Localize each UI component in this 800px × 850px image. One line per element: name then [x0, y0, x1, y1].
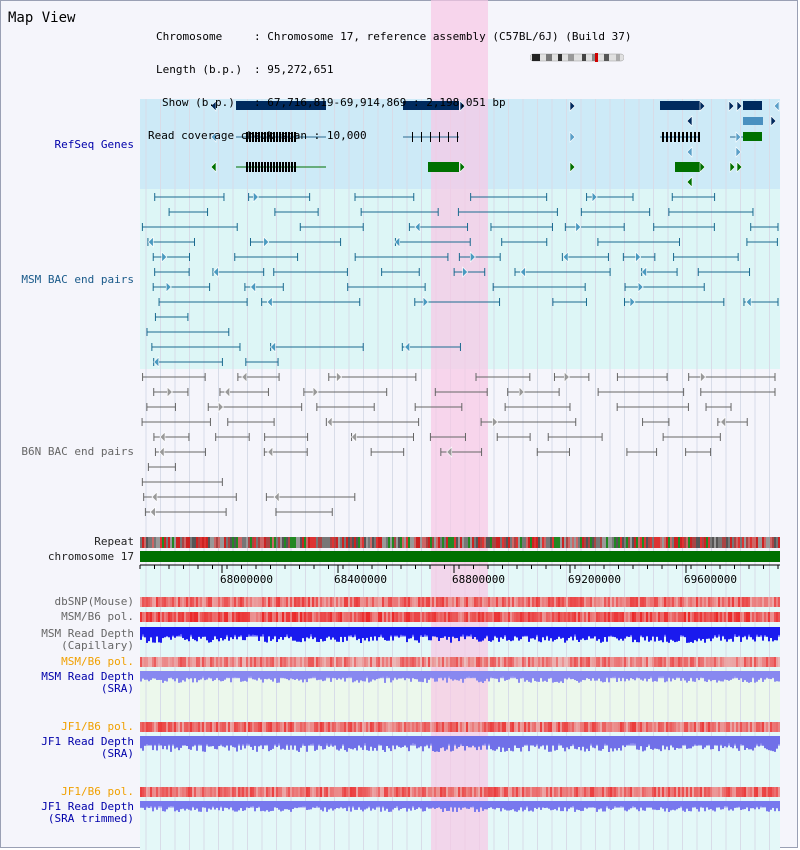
gene-feature	[403, 101, 459, 110]
repeat-label: Repeat	[94, 535, 134, 548]
highlight-region	[431, 0, 488, 850]
chromosome-value: Chromosome 17, reference assembly (C57BL…	[267, 30, 632, 43]
chromosome-ideogram[interactable]	[530, 53, 624, 62]
b6n-bac-track	[141, 371, 776, 518]
jf1-read-depth-trimmed-label: JF1 Read Depth (SRA trimmed)	[41, 800, 134, 825]
gene-feature	[236, 101, 326, 110]
axis-tick-label: 69600000	[684, 573, 737, 586]
jf1-read-depth-sra-label: JF1 Read Depth (SRA)	[41, 735, 134, 760]
page-title: Map View	[8, 10, 76, 26]
msm-bac-label: MSM BAC end pairs	[21, 273, 134, 286]
coordinate-axis	[139, 564, 780, 573]
axis-tick-label: 68400000	[334, 573, 387, 586]
gene-feature	[743, 101, 762, 110]
msm-b6-pol-label: MSM/B6 pol.	[61, 610, 134, 623]
refseq-genes-track	[210, 100, 780, 188]
chromosome-bar	[140, 551, 780, 562]
b6n-bac-label: B6N BAC end pairs	[21, 445, 134, 458]
dbsnp-label: dbSNP(Mouse)	[54, 595, 134, 608]
axis-tick-label: 68000000	[220, 573, 273, 586]
jf1-b6-pol-label: JF1/B6 pol.	[61, 720, 134, 733]
show-label: Show (b.p.)	[162, 96, 235, 109]
chromosome-info: Chromosome: Chromosome 17, reference ass…	[148, 30, 632, 142]
chromosome-track-label: chromosome 17	[47, 550, 134, 563]
axis-tick-label: 69200000	[568, 573, 621, 586]
jf1-b6-pol-2-label: JF1/B6 pol.	[61, 785, 134, 798]
gene-feature	[660, 101, 700, 110]
coverage-label: Read coverage check span	[148, 129, 307, 142]
repeat-track	[140, 537, 780, 548]
show-value: 67,716,819-69,914,869 : 2,198,051 bp	[267, 96, 506, 109]
msm-b6-pol-2-label: MSM/B6 pol.	[61, 655, 134, 668]
msm-read-depth-capillary-label: MSM Read Depth (Capillary)	[41, 627, 134, 652]
variation-tracks	[140, 597, 780, 812]
chromosome-label: Chromosome	[156, 30, 223, 43]
axis-tick-label: 68800000	[452, 573, 505, 586]
refseq-genes-label: RefSeq Genes	[54, 138, 134, 151]
coverage-value: 10,000	[326, 129, 367, 142]
length-label: Length (b.p.)	[156, 63, 243, 76]
length-value: 95,272,651	[267, 63, 334, 76]
msm-bac-track	[141, 191, 779, 368]
msm-read-depth-sra-label: MSM Read Depth (SRA)	[41, 670, 134, 695]
